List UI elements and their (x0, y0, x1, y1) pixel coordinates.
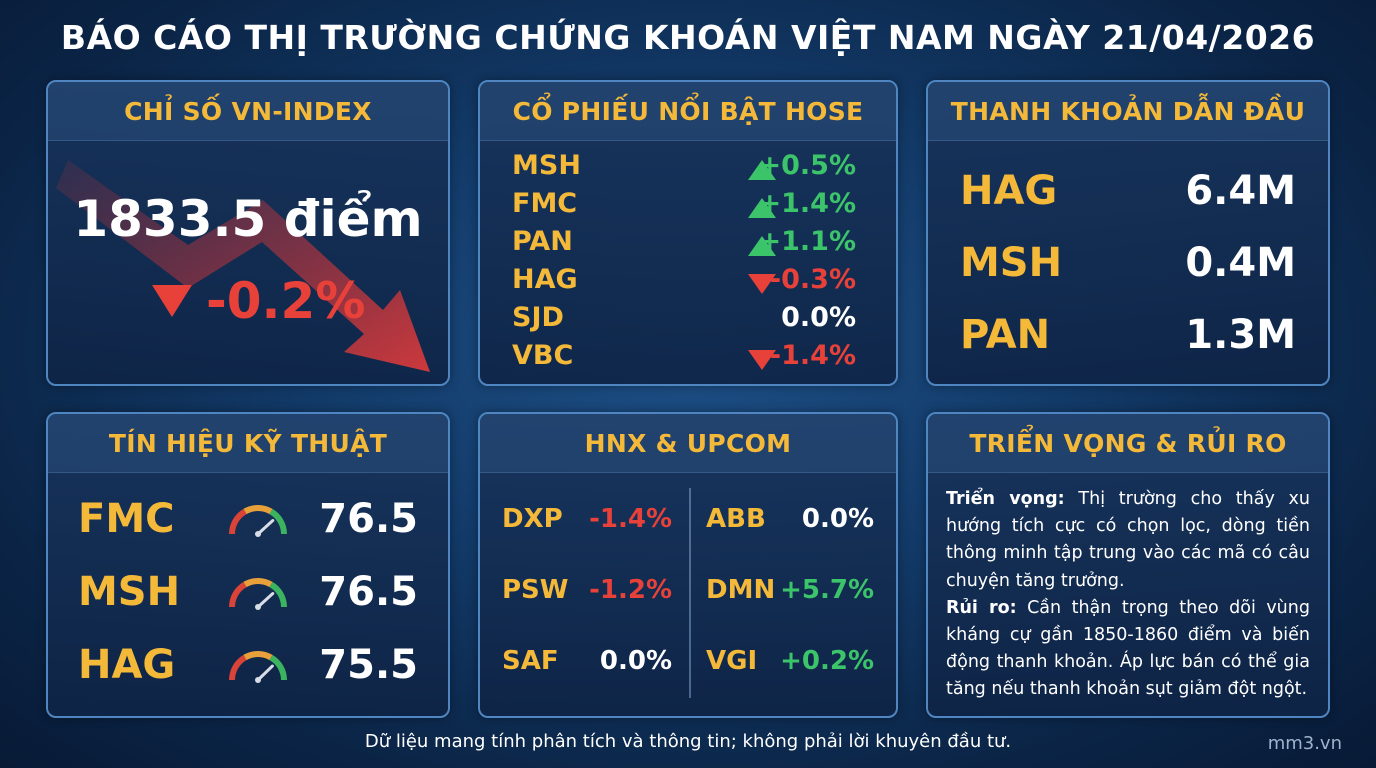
down-trend-arrow-icon (56, 160, 430, 372)
up-triangle-icon (748, 160, 776, 180)
stock-change: 0.0% (781, 302, 856, 333)
stock-change: 0.0% (801, 504, 874, 534)
stock-change: -1.4% (589, 504, 672, 534)
technical-score: 76.5 (319, 496, 418, 542)
down-triangle-icon (152, 285, 192, 317)
vnindex-change-value: -0.2% (206, 272, 366, 330)
vnindex-heading: CHỈ SỐ VN-INDEX (48, 82, 448, 141)
stock-change: +1.1% (758, 226, 856, 257)
gauge-icon (229, 651, 287, 683)
up-triangle-icon (748, 236, 776, 256)
technical-score: 76.5 (319, 569, 418, 615)
outlook-body: Triển vọng: Thị trường cho thấy xu hướng… (946, 486, 1310, 704)
outlook-label: Triển vọng: (946, 489, 1065, 509)
up-triangle-icon (748, 198, 776, 218)
technical-row: MSH 76.5 (78, 569, 418, 621)
liquidity-value: 1.3M (1185, 312, 1296, 358)
stock-symbol: PAN (960, 312, 1051, 358)
stock-symbol: PSW (502, 575, 569, 605)
hnx-row: VGI +0.2% (706, 646, 874, 686)
hose-row: SJD 0.0% (512, 302, 856, 340)
down-triangle-icon (748, 274, 776, 294)
hnx-row: DMN +5.7% (706, 575, 874, 615)
outlook-heading: TRIỂN VỌNG & RỦI RO (928, 414, 1328, 473)
hnx-row: PSW -1.2% (502, 575, 672, 615)
hnx-row: DXP -1.4% (502, 504, 672, 544)
stock-symbol: DXP (502, 504, 563, 534)
stock-change: +0.2% (780, 646, 874, 676)
stock-change: 0.0% (599, 646, 672, 676)
hnx-heading: HNX & UPCOM (480, 414, 896, 473)
stock-symbol: FMC (512, 188, 578, 219)
stock-symbol: HAG (512, 264, 578, 295)
stock-symbol: HAG (78, 642, 176, 688)
gauge-icon (229, 578, 287, 610)
hose-row: MSH +0.5% (512, 150, 856, 188)
column-divider (689, 488, 691, 698)
liquidity-value: 6.4M (1185, 168, 1296, 214)
stock-symbol: DMN (706, 575, 776, 605)
technical-row: HAG 75.5 (78, 642, 418, 694)
stock-symbol: ABB (706, 504, 766, 534)
risk-label: Rủi ro: (946, 597, 1017, 618)
vnindex-panel: CHỈ SỐ VN-INDEX (46, 80, 450, 386)
stock-symbol: HAG (960, 168, 1058, 214)
liquidity-row: MSH 0.4M (960, 240, 1296, 290)
technical-score: 75.5 (319, 642, 418, 688)
stock-symbol: MSH (960, 240, 1063, 286)
vnindex-value: 1833.5 điểm (73, 190, 423, 248)
watermark: mm3.vn (1267, 733, 1342, 754)
stock-symbol: PAN (512, 226, 573, 257)
outlook-text: Thị trường cho thấy xu hướng tích cực có… (946, 489, 1310, 591)
technical-panel: TÍN HIỆU KỸ THUẬT FMC 76.5 MSH 76.5 HAG 75.5 (46, 412, 450, 718)
technical-row: FMC 76.5 (78, 496, 418, 548)
stock-change: -1.2% (589, 575, 672, 605)
stock-change: -1.4% (769, 340, 856, 371)
hnx-panel: HNX & UPCOM DXP -1.4% PSW -1.2% SAF 0.0% ABB 0.… (478, 412, 898, 718)
gauge-icon (229, 505, 287, 537)
hnx-row: ABB 0.0% (706, 504, 874, 544)
stock-change: +1.4% (758, 188, 856, 219)
vnindex-change: -0.2% (152, 272, 365, 330)
liquidity-panel: THANH KHOẢN DẪN ĐẦU HAG 6.4M MSH 0.4M PAN 1.3… (926, 80, 1330, 386)
liquidity-heading: THANH KHOẢN DẪN ĐẦU (928, 82, 1328, 141)
hose-row: FMC +1.4% (512, 188, 856, 226)
outlook-panel: TRIỂN VỌNG & RỦI RO Triển vọng: Thị trườ… (926, 412, 1330, 718)
stock-change: +0.5% (758, 150, 856, 181)
down-triangle-icon (748, 350, 776, 370)
technical-heading: TÍN HIỆU KỸ THUẬT (48, 414, 448, 473)
disclaimer-footer: Dữ liệu mang tính phân tích và thông tin… (364, 731, 1012, 752)
hose-row: PAN +1.1% (512, 226, 856, 264)
stock-symbol: SJD (512, 302, 564, 333)
stock-symbol: MSH (78, 569, 181, 615)
stock-symbol: SAF (502, 646, 559, 676)
hose-heading: CỔ PHIẾU NỔI BẬT HOSE (480, 82, 896, 141)
stock-symbol: MSH (512, 150, 581, 181)
liquidity-row: PAN 1.3M (960, 312, 1296, 362)
liquidity-row: HAG 6.4M (960, 168, 1296, 218)
hose-row: VBC -1.4% (512, 340, 856, 378)
hnx-row: SAF 0.0% (502, 646, 672, 686)
risk-text: Cần thận trọng theo dõi vùng kháng cự gầ… (946, 597, 1310, 700)
hose-panel: CỔ PHIẾU NỔI BẬT HOSE MSH +0.5% FMC +1.4% PA… (478, 80, 898, 386)
liquidity-value: 0.4M (1185, 240, 1296, 286)
stock-symbol: FMC (78, 496, 175, 542)
hose-row: HAG -0.3% (512, 264, 856, 302)
page-title: BÁO CÁO THỊ TRƯỜNG CHỨNG KHOÁN VIỆT NAM … (60, 18, 1316, 57)
stock-symbol: VGI (706, 646, 758, 676)
stock-change: +5.7% (780, 575, 874, 605)
stock-symbol: VBC (512, 340, 574, 371)
stock-change: -0.3% (769, 264, 856, 295)
